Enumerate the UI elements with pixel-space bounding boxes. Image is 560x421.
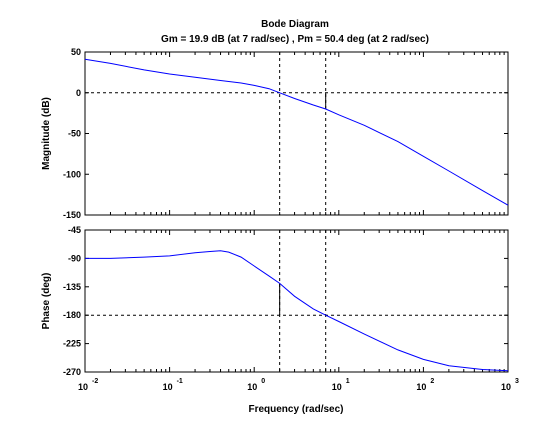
magnitude-y-ticks: 50 0 -50 -100 -150 [63,47,508,220]
magnitude-ytick-label: 50 [71,47,81,57]
x-tick-base: 10 [416,382,426,392]
phase-ytick-label: -270 [63,367,81,377]
phase-series-line [85,250,509,372]
x-axis-label: Frequency (rad/sec) [248,404,343,415]
chart-title: Bode Diagram [261,19,329,30]
magnitude-margin-markers [85,52,508,215]
x-tick-label: 10 -1 [163,378,183,392]
x-tick-base: 10 [78,382,88,392]
x-tick-label: 10 3 [501,378,519,392]
x-tick-label: 10 2 [416,378,434,392]
magnitude-panel: 50 0 -50 -100 -150 Magnitude (dB) [41,47,509,220]
magnitude-axes [84,51,509,216]
x-tick-label: 10 -2 [78,378,98,392]
magnitude-ytick-label: -150 [63,210,81,220]
phase-axes [84,229,509,373]
x-tick-exponent: 0 [261,378,265,385]
phase-ytick-label: -135 [63,282,81,292]
x-tick-base: 10 [247,382,257,392]
magnitude-ytick-label: -50 [68,129,81,139]
phase-y-ticks: -45 -90 -135 -180 -225 -270 [63,225,508,377]
phase-panel: -45 -90 -135 -180 -225 -270 Phase (deg) [41,225,509,377]
magnitude-ytick-label: 0 [76,88,81,98]
x-tick-labels: 10 -2 10 -1 10 0 10 1 10 2 10 3 [78,378,519,392]
phase-ylabel: Phase (deg) [41,273,52,330]
phase-ytick-label: -45 [68,225,81,235]
x-tick-exponent: -1 [177,378,183,385]
x-tick-label: 10 1 [332,378,350,392]
x-tick-exponent: -2 [92,378,98,385]
phase-ytick-label: -180 [63,310,81,320]
x-tick-exponent: 3 [515,378,519,385]
x-tick-base: 10 [332,382,342,392]
magnitude-ytick-label: -100 [63,169,81,179]
x-tick-base: 10 [163,382,173,392]
magnitude-ylabel: Magnitude (dB) [41,97,52,170]
phase-ytick-label: -90 [68,253,81,263]
phase-margin-markers [85,230,508,372]
phase-x-ticks [84,230,509,372]
magnitude-series-line [84,58,509,206]
magnitude-x-ticks [84,52,509,215]
x-tick-label: 10 0 [247,378,265,392]
x-tick-exponent: 2 [430,378,434,385]
phase-ytick-label: -225 [63,339,81,349]
x-tick-base: 10 [501,382,511,392]
chart-subtitle: Gm = 19.9 dB (at 7 rad/sec) , Pm = 50.4 … [161,34,429,45]
x-tick-exponent: 1 [346,378,350,385]
